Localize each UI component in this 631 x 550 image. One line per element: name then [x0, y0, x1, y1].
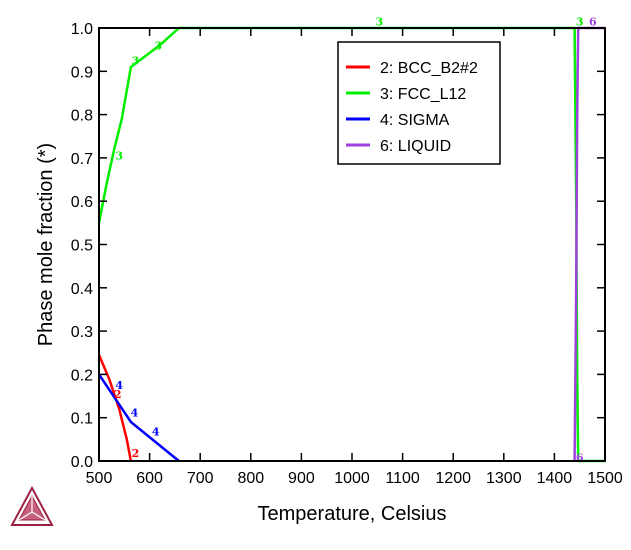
- curve-label-6: 6: [589, 16, 597, 29]
- curve-label-6: 6: [576, 452, 584, 465]
- y-tick-label: 0.9: [71, 64, 93, 81]
- curve-label-4: 4: [131, 407, 139, 420]
- x-tick-label: 900: [288, 470, 315, 487]
- curve-label-3: 3: [132, 54, 140, 67]
- legend-entry: 6: LIQUID: [380, 138, 451, 155]
- y-tick-label: 0.3: [71, 324, 93, 341]
- y-axis-title: Phase mole fraction (*): [35, 143, 57, 346]
- x-tick-label: 700: [187, 470, 214, 487]
- y-tick-label: 0.2: [71, 367, 93, 384]
- x-axis-title: Temperature, Celsius: [258, 503, 447, 525]
- x-axis-ticks: 500 600 700 800 900 1000 1100 1200 1300 1400 1500: [86, 28, 623, 487]
- x-tick-label: 600: [136, 470, 163, 487]
- series-line-3: [97, 26, 605, 463]
- curve-label-3: 3: [375, 16, 383, 29]
- curve-label-4: 4: [115, 379, 123, 392]
- x-tick-label: 1200: [435, 470, 471, 487]
- legend: 2: BCC_B2#2 3: FCC_L12 4: SIGMA 6: LIQUID: [337, 41, 501, 165]
- y-tick-label: 0.8: [71, 108, 93, 125]
- x-tick-label: 1300: [486, 470, 522, 487]
- curve-label-3: 3: [154, 39, 162, 52]
- y-tick-label: 0.0: [71, 454, 93, 471]
- y-tick-label: 0.5: [71, 238, 93, 255]
- thermo-calc-logo: [10, 485, 54, 526]
- legend-entry: 4: SIGMA: [380, 112, 450, 129]
- y-tick-label: 0.7: [71, 151, 93, 168]
- y-tick-label: 1.0: [71, 21, 93, 38]
- legend-entry: 2: BCC_B2#2: [380, 60, 478, 77]
- y-tick-label: 0.1: [71, 411, 93, 428]
- curve-label-3: 3: [115, 150, 123, 163]
- curve-label-2: 2: [114, 388, 122, 401]
- y-axis-ticks: 0.0 0.1 0.2 0.3 0.4 0.5 0.6 0.7 0.8 0.9 1.0: [71, 21, 605, 471]
- curve-label-2: 2: [132, 447, 140, 460]
- x-tick-label: 1100: [385, 470, 420, 487]
- x-tick-label: 1500: [587, 470, 623, 487]
- y-tick-label: 0.6: [71, 194, 93, 211]
- x-tick-label: 800: [237, 470, 264, 487]
- x-tick-label: 1000: [334, 470, 370, 487]
- legend-entry: 3: FCC_L12: [380, 86, 466, 103]
- series-line-2: [97, 354, 133, 462]
- x-tick-label: 1400: [537, 470, 573, 487]
- y-tick-label: 0.4: [71, 281, 93, 298]
- curve-label-4: 4: [152, 426, 160, 439]
- series-line-4: [97, 373, 180, 462]
- x-tick-label: 500: [86, 470, 113, 487]
- curve-label-3: 3: [576, 16, 584, 29]
